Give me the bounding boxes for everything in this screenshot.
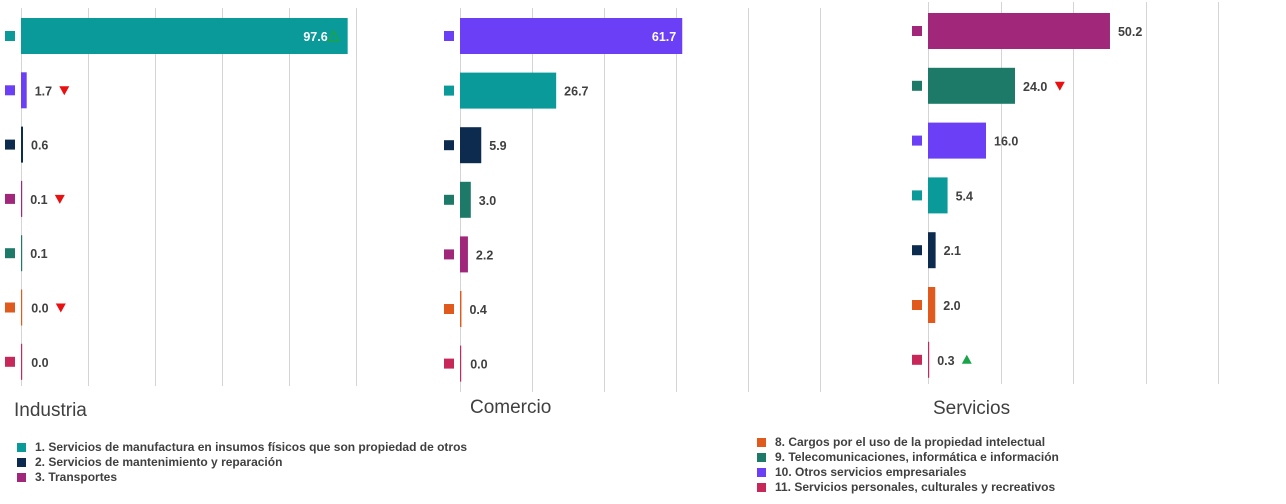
down-triangle-marker	[55, 303, 66, 313]
legend-swatch	[17, 458, 26, 467]
bar	[460, 72, 557, 109]
legend-label: 9. Telecomunicaciones, informática e inf…	[775, 450, 1059, 464]
data-label: 0.1	[30, 193, 47, 207]
row-swatch	[912, 135, 922, 146]
legend-label: 2. Servicios de mantenimiento y reparaci…	[35, 455, 283, 469]
data-label: 0.0	[31, 302, 48, 316]
data-label: 5.9	[489, 139, 506, 153]
panel-title-industria: Industria	[14, 400, 87, 421]
row-swatch	[5, 302, 15, 313]
data-label: 1.7	[35, 84, 52, 98]
bar	[928, 67, 1015, 104]
bar	[21, 235, 23, 272]
bar	[21, 343, 23, 380]
data-label: 5.4	[956, 189, 973, 203]
legend-swatch	[757, 483, 766, 492]
bar	[460, 127, 482, 164]
data-label: 0.0	[31, 356, 48, 370]
bar	[928, 177, 948, 214]
up-triangle-marker	[961, 354, 972, 364]
row-swatch	[444, 194, 454, 205]
data-label: 2.2	[476, 248, 493, 262]
data-label: 97.6	[303, 30, 327, 44]
row-swatch	[444, 31, 454, 41]
data-label: 24.0	[1023, 80, 1047, 94]
bar	[21, 18, 348, 54]
legend-label: 10. Otros servicios empresariales	[775, 465, 967, 479]
row-swatch	[912, 354, 922, 365]
row-swatch	[5, 139, 15, 150]
bar	[928, 287, 936, 323]
legend-item: 1. Servicios de manufactura en insumos f…	[17, 440, 467, 455]
data-label: 2.0	[943, 299, 960, 313]
bar	[460, 345, 462, 382]
row-swatch	[444, 304, 454, 314]
down-triangle-marker	[59, 86, 70, 96]
bar	[21, 126, 24, 163]
data-label: 26.7	[564, 85, 588, 99]
legend-label: 11. Servicios personales, culturales y r…	[775, 480, 1056, 494]
legend-swatch	[757, 453, 766, 462]
row-swatch	[5, 31, 15, 41]
legend-swatch	[17, 443, 26, 452]
row-swatch	[5, 248, 15, 259]
bar	[21, 289, 23, 326]
down-triangle-marker	[54, 194, 65, 204]
data-label: 2.1	[944, 244, 961, 258]
legend-item: 11. Servicios personales, culturales y r…	[757, 480, 1059, 495]
row-swatch	[912, 80, 922, 91]
bar	[460, 236, 468, 273]
bar	[21, 180, 23, 217]
data-label: 16.0	[994, 135, 1018, 149]
row-swatch	[912, 245, 922, 256]
panel-title-comercio: Comercio	[470, 397, 552, 418]
legend-label: 3. Transportes	[35, 470, 118, 484]
bar	[21, 72, 27, 109]
row-swatch	[912, 300, 922, 310]
bar	[460, 18, 683, 54]
down-triangle-marker	[1054, 81, 1065, 91]
row-swatch	[444, 140, 454, 151]
legend-item: 10. Otros servicios empresariales	[757, 465, 1059, 480]
legend-right: 8. Cargos por el uso de la propiedad int…	[757, 435, 1059, 495]
row-swatch	[444, 249, 454, 260]
data-label: 0.3	[937, 354, 954, 368]
bar	[928, 232, 936, 269]
row-swatch	[5, 85, 15, 96]
legend-swatch	[757, 468, 766, 477]
legend-item: 3. Transportes	[17, 470, 467, 485]
legend-item: 9. Telecomunicaciones, informática e inf…	[757, 450, 1059, 465]
bar	[460, 181, 471, 218]
legend-label: 8. Cargos por el uso de la propiedad int…	[775, 435, 1046, 449]
bar	[460, 291, 462, 327]
bar	[928, 341, 930, 378]
row-swatch	[5, 193, 15, 204]
row-swatch	[444, 358, 454, 369]
data-label: 0.4	[469, 303, 486, 317]
legend-swatch	[17, 473, 26, 482]
row-swatch	[912, 190, 922, 201]
legend-label: 1. Servicios de manufactura en insumos f…	[35, 440, 468, 454]
data-label: 0.0	[470, 358, 487, 372]
bar	[928, 122, 986, 159]
data-label: 50.2	[1118, 25, 1142, 39]
legend-item: 8. Cargos por el uso de la propiedad int…	[757, 435, 1059, 450]
data-label: 0.1	[30, 247, 47, 261]
legend-left: 1. Servicios de manufactura en insumos f…	[17, 440, 467, 485]
row-swatch	[5, 356, 15, 367]
up-triangle-outline-marker	[327, 29, 340, 42]
row-swatch	[444, 85, 454, 96]
data-label: 61.7	[652, 30, 676, 44]
panel-title-servicios: Servicios	[933, 398, 1011, 419]
data-label: 0.6	[31, 139, 48, 153]
legend-item: 2. Servicios de mantenimiento y reparaci…	[17, 455, 467, 470]
legend-swatch	[757, 438, 766, 447]
data-label: 3.0	[479, 194, 496, 208]
bar	[928, 13, 1110, 49]
row-swatch	[912, 26, 922, 36]
